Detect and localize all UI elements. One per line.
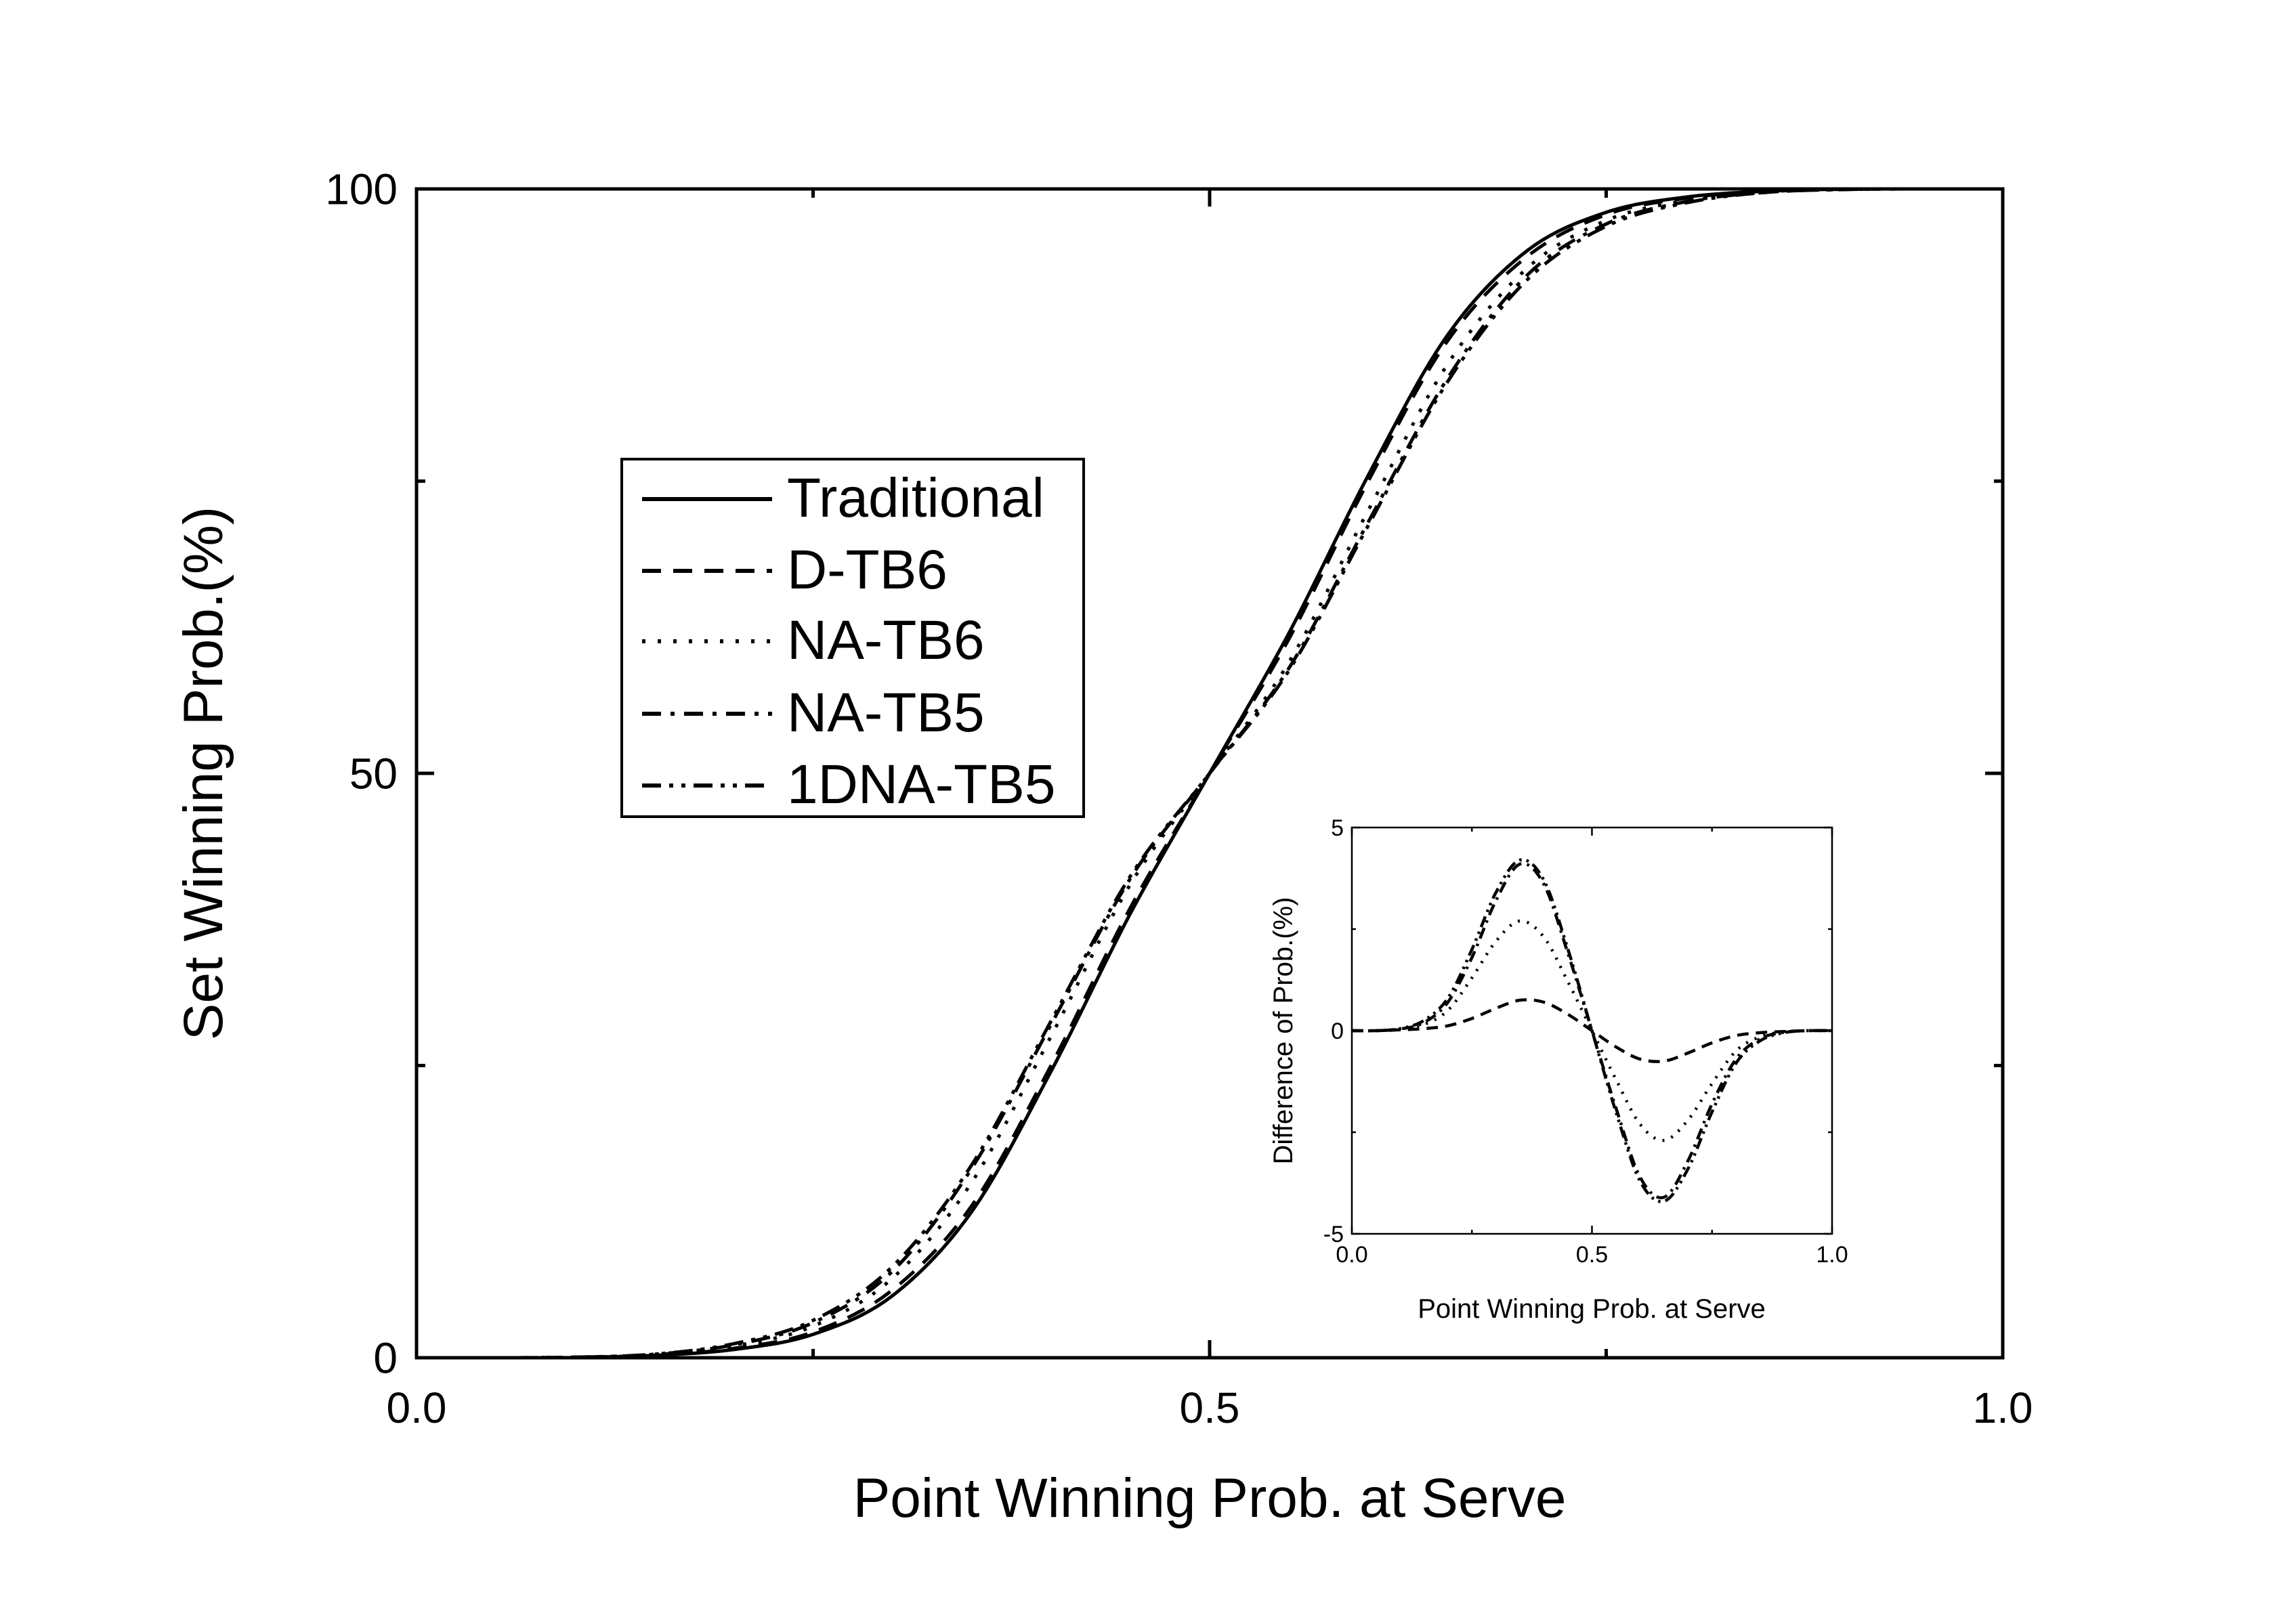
main-x-tick-label: 1.0 [1973, 1383, 2033, 1432]
inset-y-tick-label: 0 [1331, 1018, 1344, 1044]
legend-entry-na-tb5: NA-TB5 [642, 682, 985, 744]
inset-series-line-1 [1351, 998, 1833, 1063]
main-x-tick-label: 0.5 [1180, 1383, 1240, 1432]
inset-chart: 0.0 0.5 1.0 -5 0 5 Point Winning Prob. at Ser… [1269, 815, 1848, 1324]
main-series-line-1dna-tb5 [416, 187, 2003, 1360]
legend-entry-1dna-tb5: 1DNA-TB5 [642, 754, 1055, 815]
inset-series-line-3 [1351, 862, 1833, 1199]
main-x-tick-label: 0.0 [387, 1383, 447, 1432]
inset-x-tick-label: 1.0 [1816, 1242, 1848, 1268]
inset-x-axis-label: Point Winning Prob. at Serve [1418, 1294, 1766, 1324]
inset-ticks-group: 0.0 0.5 1.0 -5 0 5 [1323, 815, 1848, 1268]
inset-series-group [1351, 858, 1833, 1203]
inset-y-tick-label: 5 [1331, 815, 1344, 841]
legend-label-na-tb6: NA-TB6 [787, 609, 985, 671]
main-series-line-na-tb5 [416, 187, 2003, 1360]
legend-label-d-tb6: D-TB6 [787, 539, 948, 601]
legend-entry-d-tb6: D-TB6 [642, 539, 948, 601]
main-y-axis-label: Set Winning Prob.(%) [173, 507, 234, 1040]
main-x-axis-label: Point Winning Prob. at Serve [853, 1467, 1567, 1529]
main-series-group [416, 187, 2003, 1360]
inset-y-axis-label: Difference of Prob.(%) [1269, 897, 1298, 1165]
legend-label-1dna-tb5: 1DNA-TB5 [787, 754, 1055, 815]
inset-series-line-4 [1351, 858, 1833, 1203]
main-y-tick-label: 50 [349, 749, 398, 798]
inset-x-tick-label: 0.5 [1576, 1242, 1608, 1268]
legend-entry-traditional: Traditional [642, 467, 1044, 529]
inset-x-tick-label: 0.0 [1336, 1242, 1367, 1268]
legend-label-traditional: Traditional [787, 467, 1044, 529]
inset-y-tick-label: -5 [1323, 1222, 1344, 1247]
legend-box [620, 458, 1085, 818]
legend: Traditional D-TB6 NA-TB6 NA-TB5 1DNA-TB5 [620, 458, 1085, 818]
legend-entry-na-tb6: NA-TB6 [642, 609, 985, 671]
legend-label-na-tb5: NA-TB5 [787, 682, 985, 744]
main-y-tick-label: 100 [325, 165, 398, 213]
main-y-tick-label: 0 [373, 1333, 398, 1382]
